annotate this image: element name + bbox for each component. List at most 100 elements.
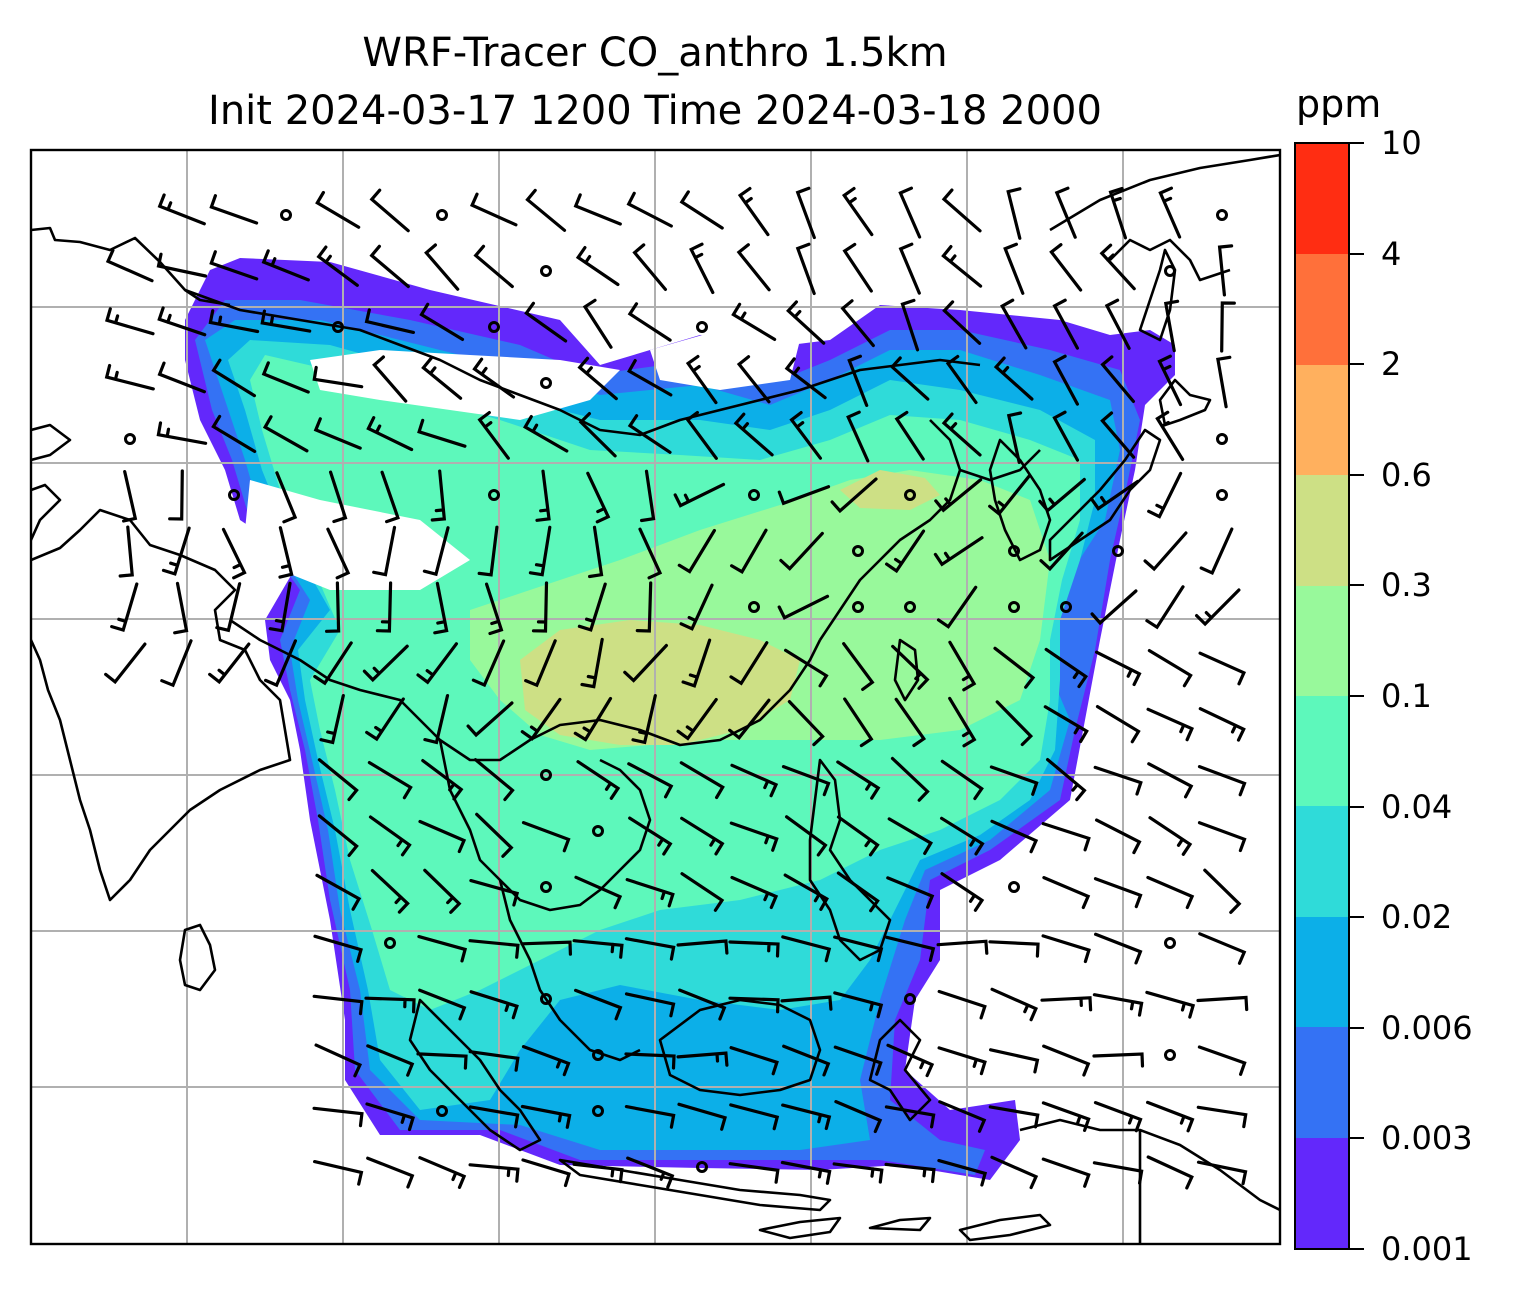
coastline-sulawesi — [868, 1018, 932, 1122]
wind-barb — [1041, 1157, 1091, 1188]
wind-barb — [836, 760, 881, 800]
wind-barb — [833, 991, 884, 1019]
wind-barb — [1196, 1105, 1248, 1129]
wind-barb — [366, 416, 414, 452]
calm-wind-markers — [124, 209, 1228, 1173]
wind-barb — [317, 758, 359, 802]
colorbar-tick — [1350, 1137, 1364, 1140]
wind-barb — [940, 872, 985, 912]
colorbar-segment — [1296, 475, 1348, 586]
wind-barb — [1092, 993, 1144, 1017]
wind-barb — [780, 995, 833, 1011]
wind-barb — [157, 306, 207, 337]
colorbar-unit-label: ppm — [1296, 82, 1382, 126]
wind-barb — [477, 411, 510, 460]
colorbar-tick — [1350, 142, 1364, 144]
wind-barb — [941, 412, 982, 457]
wind-barb — [329, 470, 348, 524]
wind-barb — [1094, 932, 1143, 965]
wind-barb — [948, 696, 977, 748]
wind-barb — [1148, 816, 1193, 856]
wind-barb — [1044, 647, 1089, 689]
coastline-bay-of-bengal — [229, 618, 822, 762]
wind-barb — [416, 1052, 468, 1070]
wind-barb — [1146, 707, 1195, 742]
wind-barb — [945, 354, 978, 405]
wind-barb — [830, 477, 878, 514]
wind-barb — [380, 470, 400, 524]
wind-barb — [937, 1046, 987, 1076]
colorbar-segment — [1296, 1137, 1348, 1249]
wind-barb — [728, 1162, 780, 1184]
colorbar-tick — [1350, 473, 1364, 476]
wind-barb — [156, 421, 208, 445]
wind-barb — [418, 1156, 467, 1189]
colorbar-segment — [1296, 806, 1348, 917]
colorbar-tick-label: 0.1 — [1381, 677, 1432, 715]
wind-barb — [275, 471, 298, 524]
wind-barb — [316, 245, 359, 287]
wind-barb — [993, 356, 1034, 401]
wind-barb — [469, 192, 518, 227]
wind-barb — [730, 528, 768, 574]
wind-barb — [728, 940, 780, 958]
wind-barb — [1052, 354, 1079, 406]
wind-barb — [1195, 588, 1241, 627]
wind-barb — [1146, 1100, 1195, 1133]
wind-barb — [988, 474, 1031, 517]
wind-barb — [1046, 758, 1087, 802]
calm-marker — [748, 489, 760, 501]
calm-marker — [436, 209, 448, 221]
calm-marker — [904, 489, 916, 501]
wind-barb — [372, 525, 397, 577]
wind-barb — [578, 412, 617, 458]
wind-barb — [941, 245, 983, 288]
wind-barb — [1198, 707, 1246, 742]
wind-barb — [422, 526, 450, 577]
wind-barb — [730, 875, 779, 910]
wind-barb — [208, 642, 251, 685]
wind-barb — [936, 585, 978, 629]
wind-barb — [898, 242, 921, 295]
wind-barb — [1052, 298, 1079, 350]
calm-marker — [592, 825, 604, 837]
colorbar-segment — [1296, 916, 1348, 1028]
wind-barb — [1157, 354, 1183, 407]
wind-barb — [632, 243, 667, 291]
wind-barb — [157, 193, 206, 226]
wind-barb — [1042, 1044, 1091, 1077]
wind-barb — [679, 583, 714, 631]
wind-barb — [685, 411, 718, 460]
colorbar-tick-label: 0.02 — [1381, 898, 1453, 937]
wind-barb — [430, 469, 447, 522]
calm-marker — [488, 489, 500, 501]
colorbar-tick — [1350, 695, 1364, 697]
wind-barb — [1158, 186, 1182, 239]
wind-barb — [834, 1100, 883, 1134]
wind-barb — [160, 639, 193, 688]
wind-barb — [1104, 298, 1131, 350]
wind-barb — [433, 581, 449, 635]
wind-barb — [372, 355, 408, 403]
coastline-russia-north — [1049, 153, 1280, 282]
wind-barb — [317, 814, 359, 857]
wind-barb — [367, 761, 413, 800]
wind-barb — [784, 357, 827, 400]
coastline-sumatra — [408, 998, 542, 1152]
wind-barb — [1196, 995, 1249, 1012]
wind-barb — [1146, 875, 1195, 910]
wind-barb — [841, 186, 874, 237]
wind-barb — [168, 469, 184, 521]
wind-barb — [894, 697, 927, 748]
wind-barb — [1197, 765, 1247, 797]
wind-barb — [990, 987, 1039, 1022]
wind-barb — [940, 759, 984, 801]
wind-barb — [221, 527, 247, 580]
wind-barb — [531, 581, 549, 633]
wind-barb — [640, 469, 656, 523]
wind-barb — [1040, 996, 1093, 1012]
wind-barb — [988, 1105, 1040, 1129]
wind-barb — [262, 415, 309, 453]
wind-barb — [783, 873, 829, 911]
wind-barb — [1220, 301, 1236, 353]
